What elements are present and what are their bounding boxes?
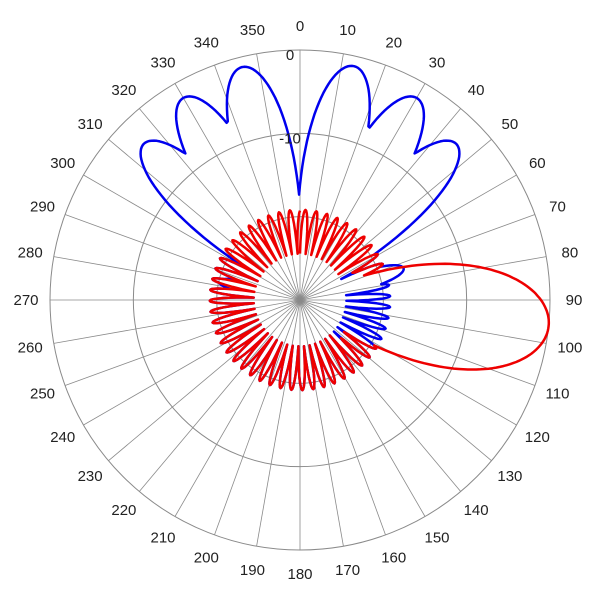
angle-tick-label: 0 (296, 18, 304, 35)
angle-tick-label: 350 (240, 22, 265, 39)
angle-tick-label: 140 (464, 502, 489, 519)
grid-spoke (214, 64, 301, 301)
grid-spoke (299, 83, 426, 301)
angle-tick-label: 130 (497, 468, 522, 485)
angle-tick-label: 330 (150, 55, 175, 72)
angle-tick-label: 270 (13, 292, 38, 309)
grid-spoke (108, 138, 301, 301)
radial-tick-label: 0 (286, 47, 294, 64)
angle-tick-label: 230 (78, 468, 103, 485)
grid-spoke (64, 214, 301, 301)
grid-spoke (299, 299, 547, 344)
angle-tick-label: 180 (287, 566, 312, 583)
angle-tick-label: 40 (468, 82, 485, 99)
angle-tick-label: 100 (557, 340, 582, 357)
grid-spoke (299, 256, 547, 301)
angle-tick-label: 250 (30, 386, 55, 403)
angle-tick-label: 260 (18, 340, 43, 357)
grid-spoke (299, 53, 344, 301)
angle-tick-label: 280 (18, 244, 43, 261)
grid-spoke (299, 299, 344, 547)
grid-spoke (64, 299, 301, 386)
grid-spoke (138, 108, 301, 301)
grid-spoke (53, 256, 301, 301)
angle-tick-label: 310 (78, 116, 103, 133)
grid-spoke (299, 299, 462, 492)
angle-tick-label: 120 (525, 429, 550, 446)
angle-tick-label: 150 (424, 529, 449, 546)
grid-spoke (256, 299, 301, 547)
grid-spoke (299, 299, 517, 426)
angle-tick-label: 90 (566, 292, 583, 309)
grid-spoke (83, 299, 301, 426)
angle-tick-label: 240 (50, 429, 75, 446)
grid-spoke (108, 299, 301, 462)
grid-spoke (299, 299, 492, 462)
label-layer: 0 10 20 30 40 50 60 70 80 90 100 110 120 130 140 150 160… (13, 18, 582, 583)
polar-grid (49, 49, 551, 551)
angle-tick-label: 60 (529, 155, 546, 172)
angle-tick-label: 30 (429, 55, 446, 72)
grid-spoke (83, 174, 301, 301)
angle-tick-label: 190 (240, 562, 265, 579)
angle-tick-label: 110 (546, 386, 570, 403)
angle-tick-label: 290 (30, 198, 55, 215)
grid-spoke (299, 299, 426, 517)
grid-spoke (256, 53, 301, 301)
grid-spoke (299, 214, 536, 301)
angle-tick-label: 320 (111, 82, 136, 99)
angle-tick-label: 210 (150, 529, 175, 546)
angle-tick-label: 200 (194, 549, 219, 566)
angle-tick-label: 220 (111, 502, 136, 519)
angle-tick-label: 50 (502, 116, 519, 133)
grid-spoke (299, 64, 386, 301)
grid-spoke (299, 299, 386, 536)
grid-spoke (299, 174, 517, 301)
grid-spoke (299, 108, 462, 301)
angle-tick-label: 170 (335, 562, 360, 579)
angle-tick-label: 70 (549, 198, 566, 215)
angle-tick-label: 340 (194, 35, 219, 52)
grid-spoke (299, 138, 492, 301)
series-line-2 (208, 208, 551, 392)
angle-tick-label: 20 (385, 35, 402, 52)
series-layer (139, 64, 551, 392)
grid-spoke (174, 299, 301, 517)
grid-spoke (174, 83, 301, 301)
angle-tick-label: 300 (50, 155, 75, 172)
angle-tick-label: 10 (339, 22, 356, 39)
angle-tick-label: 80 (561, 244, 578, 261)
angle-tick-label: 160 (381, 549, 406, 566)
grid-spoke (214, 299, 301, 536)
radial-tick-label: -10 (279, 130, 301, 147)
grid-spoke (138, 299, 301, 492)
grid-spoke (53, 299, 301, 344)
grid-spoke (299, 299, 536, 386)
